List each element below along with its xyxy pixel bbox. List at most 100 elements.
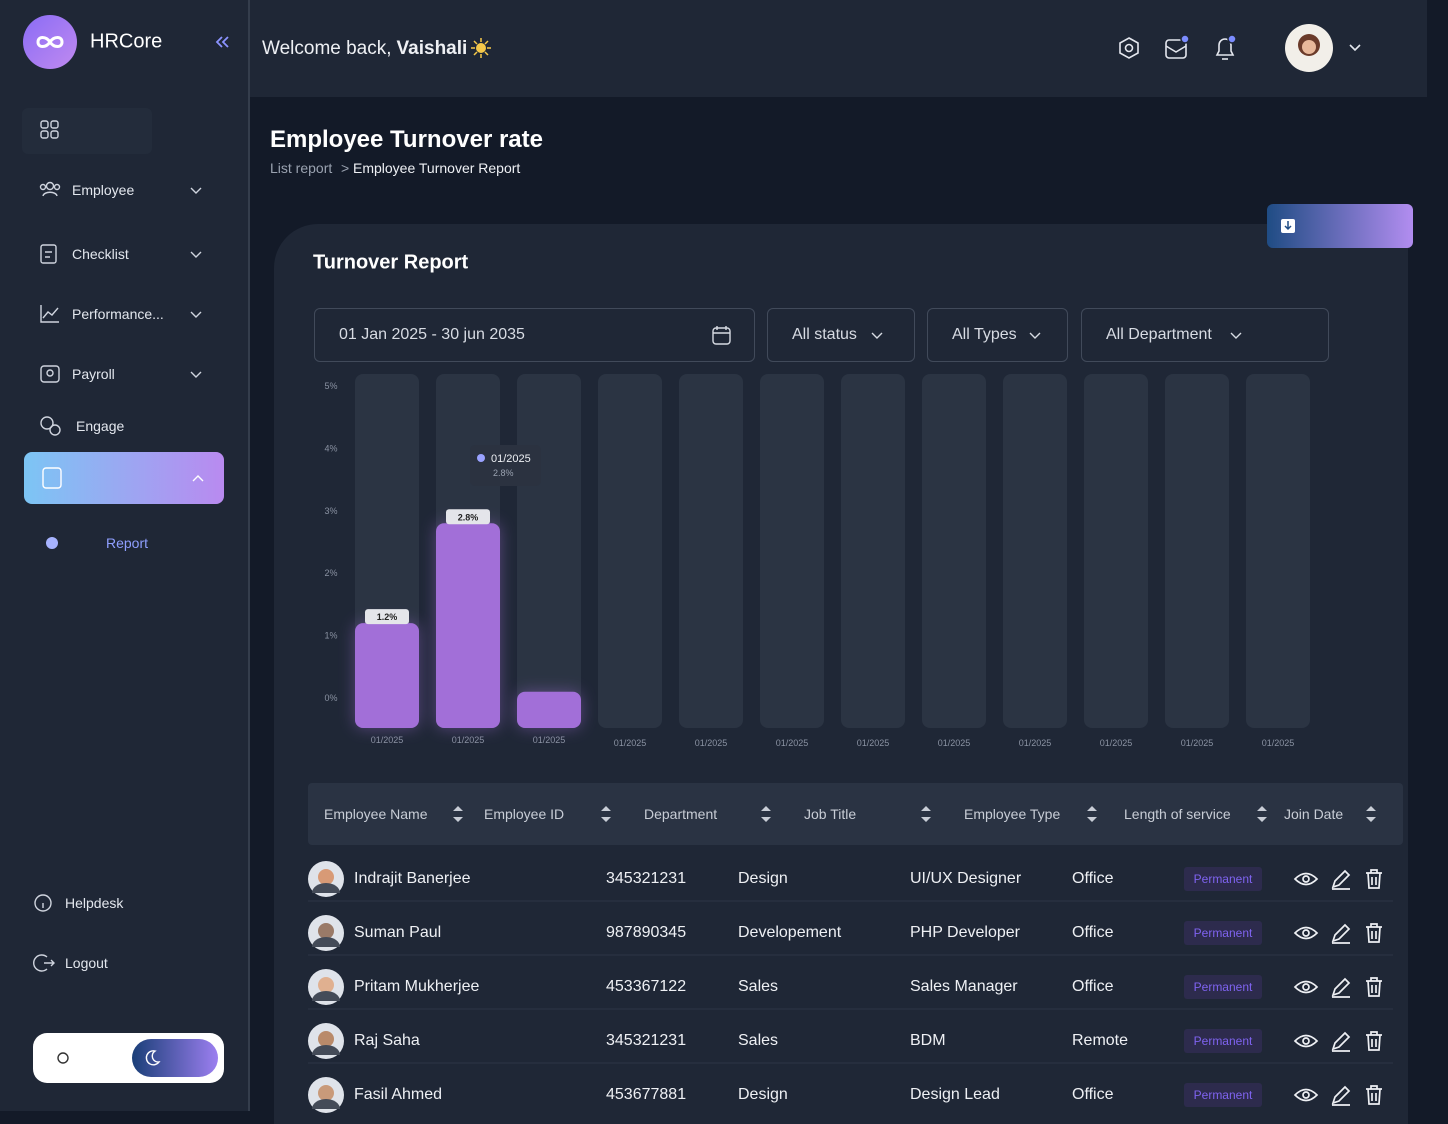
- x-tick-label: 01/2025: [1181, 738, 1214, 748]
- table-cell: Raj Saha: [354, 1032, 420, 1049]
- y-tick-label: 3%: [324, 506, 337, 516]
- column-header[interactable]: Length of service: [1124, 806, 1231, 822]
- greeting: Welcome back, Vaishali: [262, 38, 467, 60]
- bar-track: [1165, 374, 1229, 728]
- view-icon: [1293, 926, 1319, 940]
- view-icon: [1293, 872, 1319, 886]
- x-tick-label: 01/2025: [1262, 738, 1295, 748]
- filter-label: 01 Jan 2025 - 30 jun 2035: [339, 326, 525, 343]
- bar: [355, 623, 419, 728]
- table-cell: Fasil Ahmed: [354, 1086, 443, 1103]
- x-tick-label: 01/2025: [614, 738, 647, 748]
- view-icon-pupil: [1302, 1037, 1310, 1045]
- row-avatar-face: [318, 923, 334, 939]
- table-cell: Design Lead: [910, 1086, 1000, 1103]
- table-cell: 453367122: [606, 978, 687, 995]
- sort-icon: [1087, 806, 1097, 822]
- table-cell: Sales Manager: [910, 978, 1018, 995]
- row-actions[interactable]: [1293, 869, 1382, 890]
- bar-track: [679, 374, 743, 728]
- table-cell: 345321231: [606, 1032, 687, 1049]
- row-actions[interactable]: [1293, 923, 1382, 944]
- table-cell: BDM: [910, 1032, 946, 1049]
- nav-item[interactable]: Performance...: [72, 306, 164, 322]
- value-label: 1.2%: [377, 612, 398, 622]
- date-filter[interactable]: 01 Jan 2025 - 30 jun 2035: [314, 308, 755, 362]
- tooltip: [470, 445, 541, 486]
- bar-track: [1084, 374, 1148, 728]
- nav-item[interactable]: Payroll: [72, 366, 115, 382]
- table-cell: Pritam Mukherjee: [354, 978, 480, 995]
- table-cell: Suman Paul: [354, 924, 442, 941]
- table-cell: Office: [1072, 870, 1114, 887]
- nav-item[interactable]: Helpdesk: [65, 895, 124, 911]
- column-header[interactable]: Join Date: [1284, 806, 1344, 822]
- card-title: Turnover Report: [313, 251, 469, 274]
- column-header[interactable]: Job Title: [804, 806, 857, 822]
- table-cell: 987890345: [606, 924, 687, 941]
- table-cell: Sales: [738, 1032, 779, 1049]
- table-cell: 453677881: [606, 1086, 687, 1103]
- row-avatar-face: [318, 977, 334, 993]
- view-icon: [1293, 980, 1319, 994]
- column-header[interactable]: Department: [644, 806, 718, 822]
- delete-icon: [1366, 977, 1382, 997]
- row-avatar-face: [318, 869, 334, 885]
- x-tick-label: 01/2025: [1019, 738, 1052, 748]
- delete-icon: [1366, 1085, 1382, 1105]
- greeting-text: Welcome back,: [262, 38, 392, 59]
- y-tick-label: 2%: [324, 568, 337, 578]
- edit-icon: [1331, 923, 1351, 944]
- nav-item[interactable]: Employee: [72, 182, 135, 198]
- column-header[interactable]: Employee ID: [484, 806, 565, 822]
- table-cell: Design: [738, 870, 788, 887]
- nav-item[interactable]: Checklist: [72, 246, 129, 262]
- breadcrumb-parent[interactable]: List report: [270, 160, 333, 176]
- brand: HRCore: [90, 30, 163, 53]
- table-cell: Office: [1072, 978, 1114, 995]
- view-icon-pupil: [1302, 1091, 1310, 1099]
- row-actions[interactable]: [1293, 1031, 1382, 1052]
- bar: [517, 691, 581, 728]
- tooltip-value: 2.8%: [493, 468, 514, 478]
- bar-track: [517, 374, 581, 728]
- user-name: Vaishali: [396, 38, 468, 59]
- filter-label: All status: [792, 326, 857, 343]
- table-cell: PHP Developer: [910, 924, 1020, 941]
- delete-icon: [1366, 869, 1382, 889]
- bar-track: [760, 374, 824, 728]
- bar-track: [1003, 374, 1067, 728]
- bar-track: [598, 374, 662, 728]
- nav-item[interactable]: Engage: [76, 418, 125, 434]
- sort-icon: [1366, 806, 1376, 822]
- page-title: Employee Turnover rate: [270, 126, 543, 153]
- view-icon-pupil: [1302, 929, 1310, 937]
- column-header[interactable]: Employee Name: [324, 806, 428, 822]
- bar-track: [1246, 374, 1310, 728]
- x-tick-label: 01/2025: [695, 738, 728, 748]
- view-icon: [1293, 1034, 1319, 1048]
- x-tick-label: 01/2025: [371, 735, 404, 745]
- x-tick-label: 01/2025: [776, 738, 809, 748]
- row-actions[interactable]: [1293, 977, 1382, 998]
- sort-icon: [453, 806, 463, 822]
- edit-icon: [1331, 977, 1351, 998]
- y-tick-label: 4%: [324, 443, 337, 453]
- x-tick-label: 01/2025: [938, 738, 971, 748]
- type-badge: Permanent: [1184, 921, 1262, 945]
- view-icon-pupil: [1302, 875, 1310, 883]
- row-avatar-body: [312, 937, 340, 947]
- bar: [436, 523, 500, 728]
- row-avatar-body: [312, 1099, 340, 1109]
- table-cell: Office: [1072, 924, 1114, 941]
- delete-icon: [1366, 923, 1382, 943]
- row-actions[interactable]: [1293, 1085, 1382, 1106]
- value-label: 2.8%: [458, 512, 479, 522]
- nav-item[interactable]: Logout: [65, 955, 108, 971]
- sort-icon: [601, 806, 611, 822]
- edit-icon: [1331, 1085, 1351, 1106]
- table-cell: Sales: [738, 978, 779, 995]
- column-header[interactable]: Employee Type: [964, 806, 1061, 822]
- nav-sub-item[interactable]: Report: [106, 535, 149, 551]
